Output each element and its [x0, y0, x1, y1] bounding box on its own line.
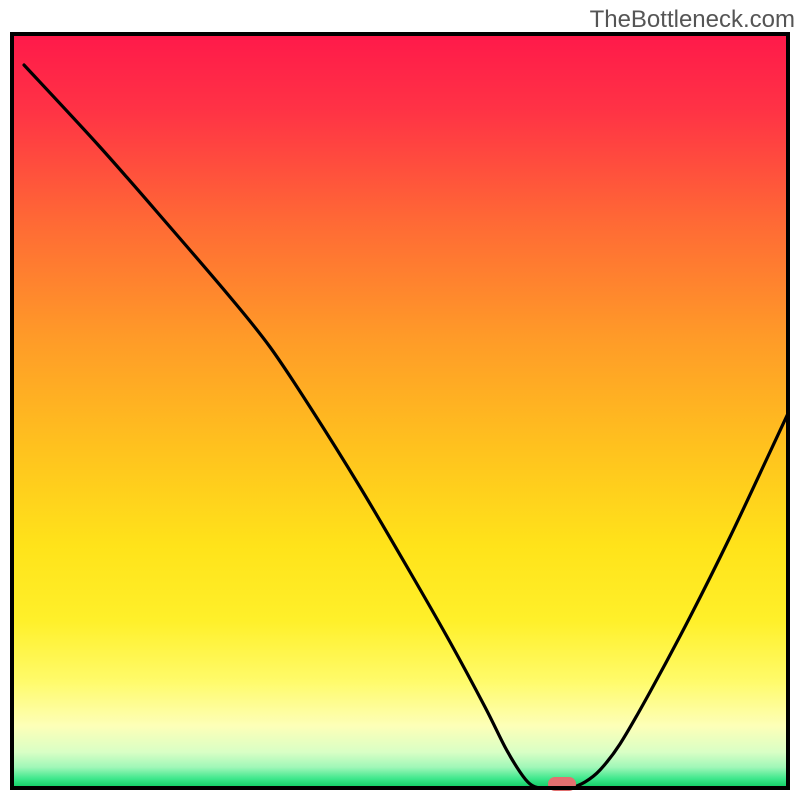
frame-border-left: [10, 32, 14, 790]
bottleneck-curve: [10, 32, 790, 790]
watermark-text: TheBottleneck.com: [590, 6, 795, 34]
chart-frame: [10, 32, 790, 790]
curve-path: [24, 65, 790, 788]
frame-border-bottom: [10, 786, 790, 790]
frame-border-right: [786, 32, 790, 790]
frame-border-top: [10, 32, 790, 36]
